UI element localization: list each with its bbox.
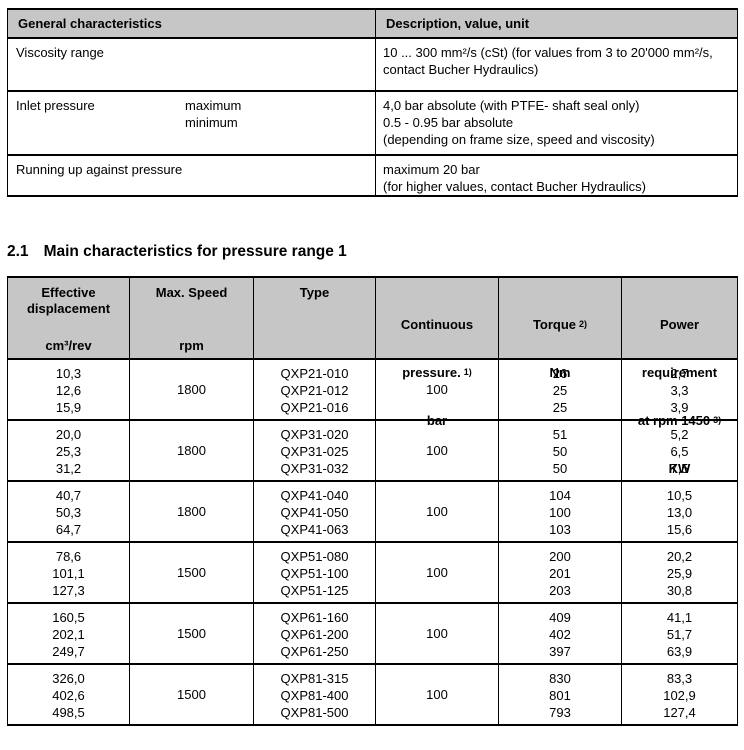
col-header-type: Type bbox=[253, 277, 376, 360]
col-title: Type bbox=[299, 285, 330, 300]
cell-torque: 104 100 103 bbox=[498, 481, 622, 543]
cell-displacement: 326,0 402,6 498,5 bbox=[7, 664, 130, 726]
cell-power: 5,2 6,5 7,5 bbox=[621, 420, 738, 482]
col-title-line: pressure. 1) bbox=[376, 365, 498, 381]
cell-pressure: 100 bbox=[375, 420, 499, 482]
cell-speed: 1800 bbox=[129, 359, 254, 421]
col-title-line: Torque 2) bbox=[499, 317, 621, 333]
cell-type: QXP31-020 QXP31-025 QXP31-032 bbox=[253, 420, 376, 482]
main-table-header-row: Effective displacement cm³/rev Max. Spee… bbox=[7, 277, 738, 476]
cell-pressure: 100 bbox=[375, 481, 499, 543]
cell-type: QXP51-080 QXP51-100 QXP51-125 bbox=[253, 542, 376, 604]
inlet-pressure-label-group: Inlet pressure maximum minimum bbox=[16, 97, 371, 131]
col-title-text: pressure. bbox=[402, 365, 461, 380]
pump-group-row: 78,6 101,1 127,3 1500 QXP51-080 QXP51-10… bbox=[7, 542, 738, 604]
header-cell-wrap: Power requirement at rpm 1450 3) KW bbox=[622, 278, 737, 476]
table-row: Inlet pressure maximum minimum 4,0 bar a… bbox=[7, 91, 738, 156]
pump-group-row: 20,0 25,3 31,2 1800 QXP31-020 QXP31-025 … bbox=[7, 420, 738, 482]
cell-displacement: 160,5 202,1 249,7 bbox=[7, 603, 130, 665]
gen-header-right: Description, value, unit bbox=[375, 9, 738, 39]
cell-type: QXP61-160 QXP61-200 QXP61-250 bbox=[253, 603, 376, 665]
header-cell-wrap: Continuous pressure. 1) bar bbox=[376, 278, 498, 428]
col-title-line: at rpm 1450 3) bbox=[622, 413, 737, 429]
section-number: 2.1 bbox=[7, 243, 29, 260]
cell-pressure: 100 bbox=[375, 359, 499, 421]
cell-torque: 200 201 203 bbox=[498, 542, 622, 604]
col-title-line: Continuous bbox=[400, 317, 474, 332]
gen-row-label-viscosity: Viscosity range bbox=[7, 38, 376, 92]
col-title-line: Power bbox=[659, 317, 699, 332]
cell-speed: 1500 bbox=[129, 603, 254, 665]
header-cell-wrap: Type bbox=[254, 278, 375, 358]
cell-displacement: 40,7 50,3 64,7 bbox=[7, 481, 130, 543]
cell-type: QXP81-315 QXP81-400 QXP81-500 bbox=[253, 664, 376, 726]
table-row: Running up against pressure maximum 20 b… bbox=[7, 155, 738, 197]
gen-row-value-viscosity: 10 ... 300 mm²/s (cSt) (for values from … bbox=[375, 38, 738, 92]
cell-displacement: 20,0 25,3 31,2 bbox=[7, 420, 130, 482]
pump-group-row: 40,7 50,3 64,7 1800 QXP41-040 QXP41-050 … bbox=[7, 481, 738, 543]
gen-table-header-row: General characteristics Description, val… bbox=[7, 9, 738, 39]
col-title-text: Torque bbox=[532, 317, 577, 332]
col-title: Torque 2) bbox=[499, 285, 621, 365]
col-header-displacement: Effective displacement cm³/rev bbox=[7, 277, 130, 360]
col-title: Max. Speed bbox=[155, 285, 228, 300]
cell-power: 20,2 25,9 30,8 bbox=[621, 542, 738, 604]
datasheet-page: General characteristics Description, val… bbox=[7, 8, 738, 726]
section-title: Main characteristics for pressure range … bbox=[43, 243, 347, 260]
cell-torque: 51 50 50 bbox=[498, 420, 622, 482]
gen-row-value-running-up: maximum 20 bar (for higher values, conta… bbox=[375, 155, 738, 197]
cell-speed: 1800 bbox=[129, 420, 254, 482]
cell-displacement: 10,3 12,6 15,9 bbox=[7, 359, 130, 421]
cell-power: 2,7 3,3 3,9 bbox=[621, 359, 738, 421]
main-characteristics-table: Effective displacement cm³/rev Max. Spee… bbox=[7, 276, 738, 726]
col-header-torque: Torque 2) Nm bbox=[498, 277, 622, 380]
gen-header-left: General characteristics bbox=[7, 9, 376, 39]
footnote-ref-2: 2) bbox=[579, 319, 588, 329]
cell-pressure: 100 bbox=[375, 664, 499, 726]
cell-torque: 830 801 793 bbox=[498, 664, 622, 726]
col-title-text: at rpm 1450 bbox=[637, 413, 711, 428]
cell-power: 41,1 51,7 63,9 bbox=[621, 603, 738, 665]
cell-torque: 26 25 25 bbox=[498, 359, 622, 421]
col-unit: bar bbox=[426, 413, 448, 428]
cell-power: 10,5 13,0 15,6 bbox=[621, 481, 738, 543]
section-heading: 2.1 Main characteristics for pressure ran… bbox=[7, 242, 737, 261]
col-header-pressure: Continuous pressure. 1) bar bbox=[375, 277, 499, 428]
header-cell-wrap: Effective displacement cm³/rev bbox=[8, 278, 129, 358]
gen-row-sublabels: maximum minimum bbox=[185, 98, 242, 130]
cell-power: 83,3 102,9 127,4 bbox=[621, 664, 738, 726]
footnote-ref-3: 3) bbox=[713, 415, 722, 425]
col-title: Power requirement at rpm 1450 3) bbox=[622, 285, 737, 461]
pump-group-row: 10,3 12,6 15,9 1800 QXP21-010 QXP21-012 … bbox=[7, 359, 738, 421]
gen-row-label-text: Inlet pressure bbox=[16, 98, 95, 113]
pump-group-row: 160,5 202,1 249,7 1500 QXP61-160 QXP61-2… bbox=[7, 603, 738, 665]
gen-row-value-inlet-pressure: 4,0 bar absolute (with PTFE- shaft seal … bbox=[375, 91, 738, 156]
cell-speed: 1800 bbox=[129, 481, 254, 543]
cell-speed: 1500 bbox=[129, 664, 254, 726]
general-characteristics-table: General characteristics Description, val… bbox=[7, 8, 738, 197]
header-cell-wrap: Torque 2) Nm bbox=[499, 278, 621, 380]
pump-group-row: 326,0 402,6 498,5 1500 QXP81-315 QXP81-4… bbox=[7, 664, 738, 726]
cell-displacement: 78,6 101,1 127,3 bbox=[7, 542, 130, 604]
col-header-speed: Max. Speed rpm bbox=[129, 277, 254, 360]
col-header-power: Power requirement at rpm 1450 3) KW bbox=[621, 277, 738, 476]
cell-pressure: 100 bbox=[375, 542, 499, 604]
cell-type: QXP21-010 QXP21-012 QXP21-016 bbox=[253, 359, 376, 421]
col-title: Effective displacement bbox=[26, 285, 111, 316]
cell-type: QXP41-040 QXP41-050 QXP41-063 bbox=[253, 481, 376, 543]
footnote-ref-1: 1) bbox=[463, 367, 472, 377]
gen-row-label-running-up: Running up against pressure bbox=[7, 155, 376, 197]
table-row: Viscosity range 10 ... 300 mm²/s (cSt) (… bbox=[7, 38, 738, 92]
cell-speed: 1500 bbox=[129, 542, 254, 604]
gen-row-label-inlet-pressure: Inlet pressure maximum minimum bbox=[7, 91, 376, 156]
cell-pressure: 100 bbox=[375, 603, 499, 665]
cell-torque: 409 402 397 bbox=[498, 603, 622, 665]
col-title: Continuous pressure. 1) bbox=[376, 285, 498, 413]
col-unit: rpm bbox=[179, 338, 204, 353]
col-unit: cm³/rev bbox=[45, 338, 92, 353]
header-cell-wrap: Max. Speed rpm bbox=[130, 278, 253, 358]
